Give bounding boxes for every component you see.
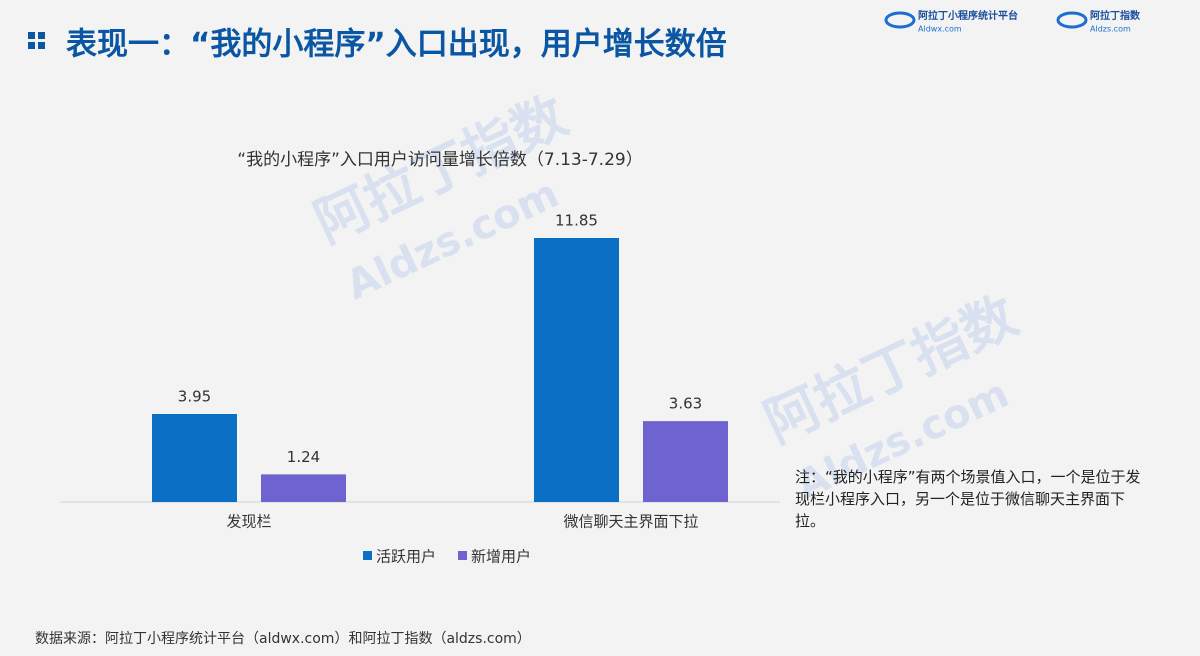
chart-title: “我的小程序”入口用户访问量增长倍数（7.13-7.29） bbox=[237, 150, 642, 170]
data-label: 1.24 bbox=[287, 448, 320, 466]
legend-label: 活跃用户 bbox=[376, 548, 436, 566]
logo-name: 阿拉丁小程序统计平台 bbox=[918, 9, 1018, 22]
bar bbox=[534, 238, 619, 502]
x-tick-label: 发现栏 bbox=[226, 513, 271, 531]
bar bbox=[261, 474, 346, 502]
legend-label: 新增用户 bbox=[471, 548, 531, 566]
bar bbox=[152, 414, 237, 502]
logo-url: Aldzs.com bbox=[1090, 25, 1131, 34]
slide-title: 表现一：“我的小程序”入口出现，用户增长数倍 bbox=[66, 27, 727, 63]
logo-url: Aldwx.com bbox=[918, 25, 962, 34]
data-label: 11.85 bbox=[555, 212, 598, 230]
legend-swatch bbox=[363, 551, 372, 560]
logo-name: 阿拉丁指数 bbox=[1090, 9, 1141, 22]
note: 注：“我的小程序”有两个场景值入口，一个是位于发现栏小程序入口，另一个是位于微信… bbox=[795, 468, 1141, 530]
title-icon bbox=[28, 32, 45, 49]
data-label: 3.63 bbox=[669, 395, 702, 413]
source: 数据来源：阿拉丁小程序统计平台（aldwx.com）和阿拉丁指数（aldzs.c… bbox=[35, 631, 531, 647]
legend-swatch bbox=[458, 551, 468, 560]
x-tick-label: 微信聊天主界面下拉 bbox=[563, 513, 698, 531]
data-label: 3.95 bbox=[178, 388, 211, 406]
bar bbox=[643, 421, 728, 502]
logo: 阿拉丁小程序统计平台 Aldwx.com 阿拉丁指数 Aldzs.com bbox=[884, 9, 1141, 34]
